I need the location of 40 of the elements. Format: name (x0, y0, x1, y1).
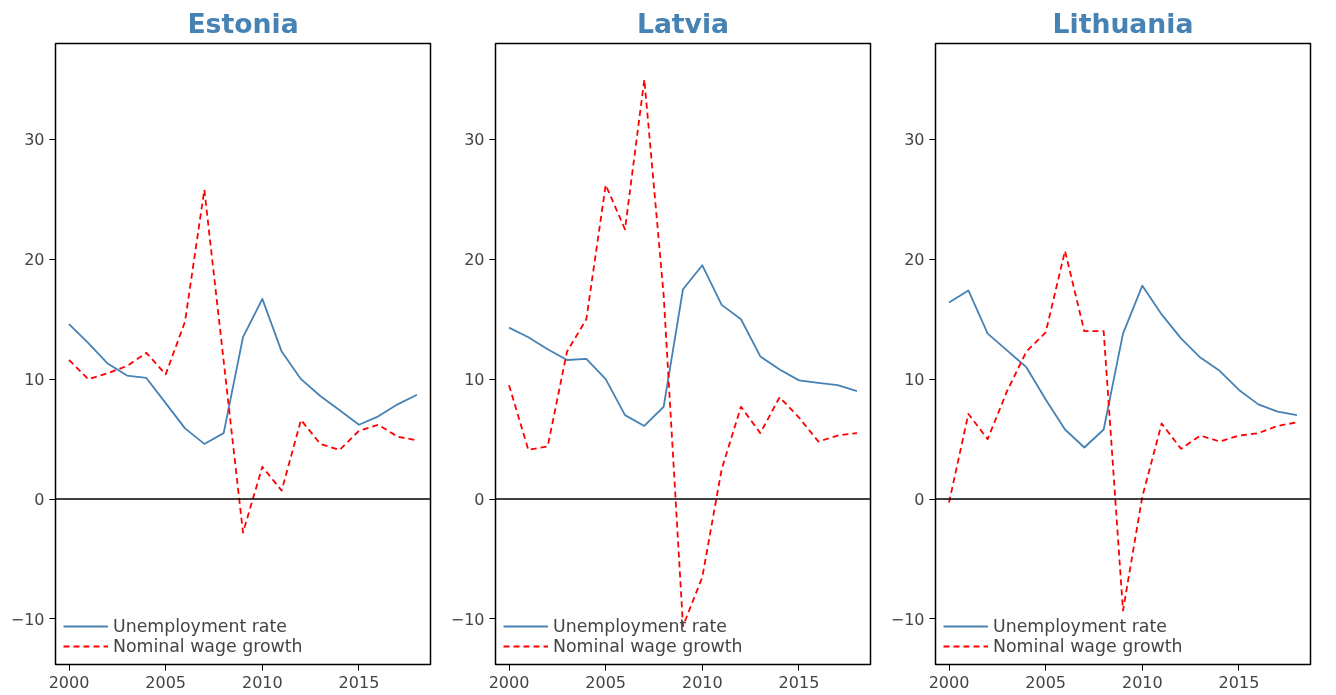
y-tick-label: 30 (24, 130, 45, 150)
y-tick-label: 0 (474, 490, 485, 510)
x-tick-label: 2015 (338, 672, 380, 692)
line-series (948, 250, 1298, 612)
line-series (948, 284, 1298, 449)
x-tick-label: 2000 (48, 672, 90, 692)
x-tick-label: 2000 (488, 672, 530, 692)
line-series (68, 297, 418, 445)
y-tick-label: −10 (890, 609, 925, 629)
y-tick-label: 10 (904, 370, 925, 390)
x-tick-label: 2010 (1121, 672, 1163, 692)
line-series (508, 264, 858, 427)
x-tick-label: 2010 (241, 672, 283, 692)
chart-title: Latvia (636, 7, 730, 39)
legend-label: Nominal wage growth (113, 636, 303, 656)
y-tick-label: 30 (904, 130, 925, 150)
y-tick-label: 0 (34, 490, 45, 510)
x-tick-label: 2015 (778, 672, 820, 692)
y-tick-label: 20 (464, 250, 485, 270)
legend-label: Unemployment rate (113, 616, 287, 636)
x-tick-label: 2005 (585, 672, 627, 692)
y-tick-label: 10 (464, 370, 485, 390)
legend-label: Unemployment rate (993, 616, 1167, 636)
x-tick-label: 2000 (928, 672, 970, 692)
y-tick-label: 20 (904, 250, 925, 270)
legend-label: Nominal wage growth (553, 636, 743, 656)
x-tick-label: 2010 (681, 672, 723, 692)
x-tick-label: 2015 (1218, 672, 1260, 692)
y-tick-label: −10 (450, 609, 485, 629)
x-tick-label: 2005 (1025, 672, 1067, 692)
y-tick-label: 0 (914, 490, 925, 510)
y-tick-label: −10 (10, 609, 45, 629)
chart-title: Lithuania (1052, 7, 1194, 39)
y-tick-label: 10 (24, 370, 45, 390)
legend-label: Unemployment rate (553, 616, 727, 636)
y-tick-label: 20 (24, 250, 45, 270)
y-tick-label: 30 (464, 130, 485, 150)
legend-label: Nominal wage growth (993, 636, 1183, 656)
x-tick-label: 2005 (145, 672, 187, 692)
chart-title: Estonia (187, 7, 299, 39)
